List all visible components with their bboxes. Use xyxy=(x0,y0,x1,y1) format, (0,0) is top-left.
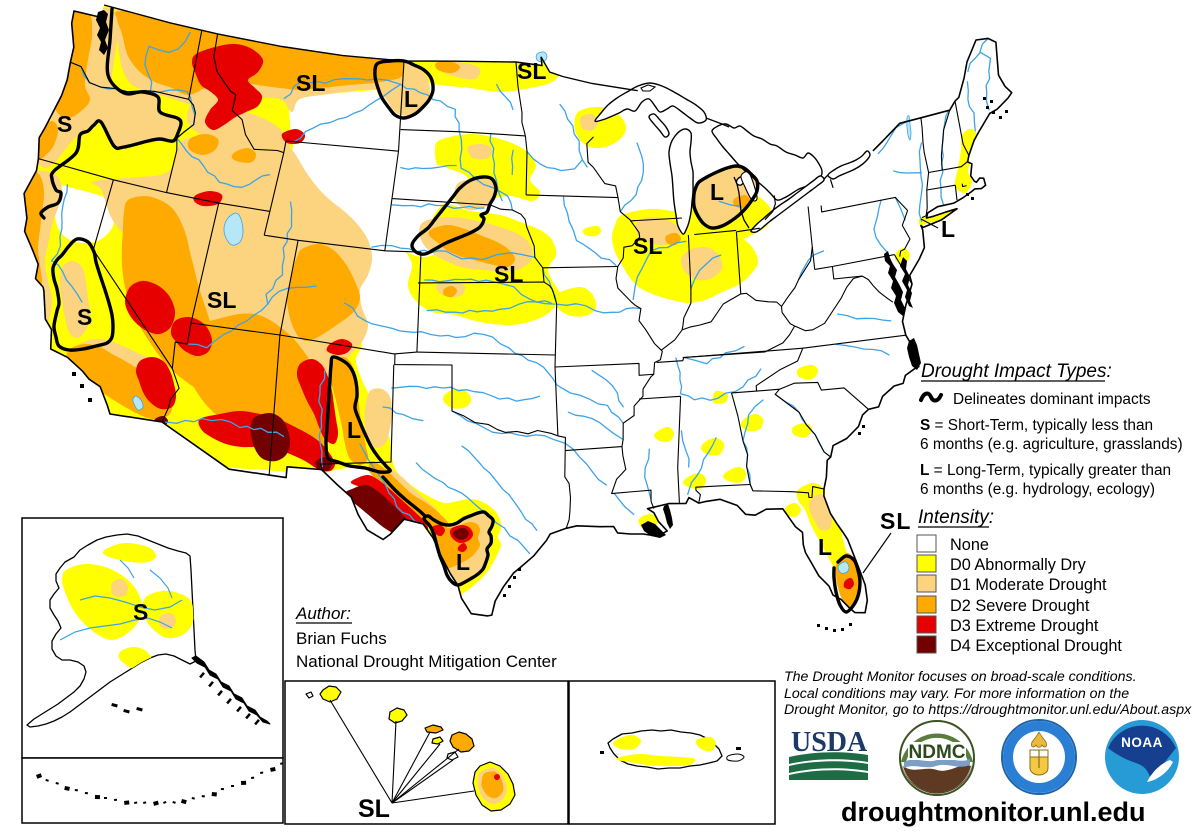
svg-text:Delineates dominant impacts: Delineates dominant impacts xyxy=(953,391,1151,408)
svg-text:Drought Impact Types:: Drought Impact Types: xyxy=(921,361,1112,382)
svg-text:S: S xyxy=(77,304,92,330)
svg-text:droughtmonitor.unl.edu: droughtmonitor.unl.edu xyxy=(841,797,1145,827)
svg-text:The Drought Monitor focuses on: The Drought Monitor focuses on broad-sca… xyxy=(784,669,1137,685)
svg-text:S = Short-Term, typically less: S = Short-Term, typically less than xyxy=(920,417,1153,434)
svg-text:L: L xyxy=(710,179,724,205)
svg-text:SL: SL xyxy=(358,795,390,823)
svg-text:L: L xyxy=(456,549,470,575)
svg-text:6 months (e.g. hydrology, ecol: 6 months (e.g. hydrology, ecology) xyxy=(920,481,1155,498)
svg-text:NDMC: NDMC xyxy=(909,742,966,763)
svg-text:D2 Severe Drought: D2 Severe Drought xyxy=(950,597,1090,615)
svg-text:D3 Extreme Drought: D3 Extreme Drought xyxy=(950,617,1099,635)
svg-text:6 months (e.g. agriculture, gr: 6 months (e.g. agriculture, grasslands) xyxy=(920,436,1183,453)
svg-text:SL: SL xyxy=(296,70,325,96)
svg-text:SL: SL xyxy=(517,58,546,84)
svg-text:Local conditions may vary. For: Local conditions may vary. For more info… xyxy=(784,686,1129,702)
svg-text:L = Long-Term, typically great: L = Long-Term, typically greater than xyxy=(920,462,1171,479)
svg-text:National Drought Mitigation Ce: National Drought Mitigation Center xyxy=(296,652,557,671)
svg-text:Author:: Author: xyxy=(295,604,351,623)
svg-text:Brian Fuchs: Brian Fuchs xyxy=(296,629,387,648)
svg-text:L: L xyxy=(818,534,832,560)
svg-text:NOAA: NOAA xyxy=(1121,735,1163,750)
svg-text:Drought Monitor, go to https:/: Drought Monitor, go to https://droughtmo… xyxy=(784,702,1192,718)
svg-text:SL: SL xyxy=(207,287,236,313)
svg-text:S: S xyxy=(57,111,72,137)
svg-text:D4 Exceptional Drought: D4 Exceptional Drought xyxy=(950,637,1122,655)
svg-text:SL: SL xyxy=(494,261,523,287)
svg-text:L: L xyxy=(941,216,955,242)
svg-text:S: S xyxy=(133,599,148,625)
svg-text:Intensity:: Intensity: xyxy=(918,507,994,528)
svg-text:SL: SL xyxy=(633,233,662,259)
svg-text:L: L xyxy=(347,417,361,443)
svg-text:D1 Moderate Drought: D1 Moderate Drought xyxy=(950,576,1107,594)
svg-text:SL: SL xyxy=(880,508,910,534)
svg-text:None: None xyxy=(950,536,989,554)
svg-text:D0 Abnormally Dry: D0 Abnormally Dry xyxy=(950,556,1087,574)
svg-text:L: L xyxy=(404,86,418,112)
